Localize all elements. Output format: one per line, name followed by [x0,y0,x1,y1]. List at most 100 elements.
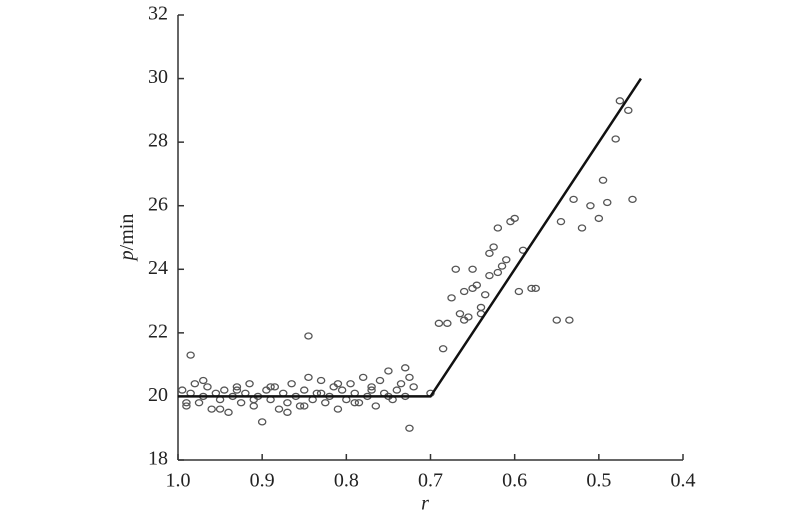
point [493,224,503,232]
point [266,383,275,391]
y-tick-label: 24 [148,257,168,279]
point [182,402,191,410]
point [367,383,376,391]
point [270,383,280,391]
point [194,399,204,407]
point [236,399,246,407]
point [476,303,486,312]
x-axis-label: r [421,493,429,515]
y-tick-label: 30 [148,66,168,88]
point [611,135,620,143]
point [493,268,503,277]
point [615,97,625,105]
point [232,386,242,394]
point [186,351,195,359]
point [396,380,406,388]
point [333,380,343,388]
x-tick-label: 0.4 [671,470,696,492]
point [556,217,566,226]
point [472,281,482,289]
x-tick-label: 1.0 [166,470,191,492]
point [514,287,524,296]
point [257,418,267,426]
y-label-unit: /min [116,214,138,251]
point [438,345,448,353]
point [443,319,452,327]
y-tick-label: 20 [148,384,168,406]
point [321,399,330,407]
point [384,367,393,375]
point [295,402,305,410]
y-tick-label: 28 [148,130,168,152]
point [392,386,402,394]
point [224,408,233,416]
point [489,243,498,251]
point [577,224,587,232]
point [350,399,359,407]
point [346,380,355,388]
point [304,332,313,340]
point [354,399,364,407]
point [464,313,473,321]
y-label-symbol: p [116,250,138,262]
point [409,383,418,391]
point [215,405,225,413]
point [603,198,612,207]
point [207,405,216,413]
point [594,214,604,223]
point [468,265,477,273]
point [190,380,200,388]
point [451,265,460,273]
point [624,106,633,115]
point [565,316,574,324]
point [316,376,326,385]
point [198,376,208,385]
point [552,316,562,324]
point [510,214,519,223]
point [337,386,347,394]
point [232,383,242,391]
point [220,386,229,394]
y-tick-label: 32 [148,3,168,25]
point [245,380,254,388]
point [400,364,410,372]
point [333,405,343,413]
point [531,284,540,293]
point [371,402,381,410]
y-tick-label: 18 [148,448,168,470]
x-tick-label: 0.6 [502,470,527,492]
point [367,386,376,394]
point [569,195,578,204]
point [299,402,309,410]
point [287,380,296,388]
y-tick-label: 26 [148,193,168,215]
y-tick-label: 22 [148,320,168,342]
point [527,284,536,293]
point [459,287,469,296]
point [177,386,187,394]
point [274,405,284,413]
point [501,256,511,264]
point [586,202,595,210]
point [182,399,191,407]
point [358,373,368,382]
point [304,373,313,382]
point [283,408,292,416]
x-tick-label: 0.9 [250,470,275,492]
point [203,383,212,391]
point [405,373,414,382]
point [455,310,465,318]
point [249,402,258,410]
point [480,291,490,299]
point [497,262,507,270]
fit-line [178,77,642,398]
x-tick-label: 0.7 [418,470,443,492]
point [485,271,494,280]
point [405,424,414,432]
x-tick-label: 0.8 [334,470,359,492]
x-tick-label: 0.5 [586,470,611,492]
point [485,249,494,258]
point [375,376,385,385]
point [283,399,292,407]
